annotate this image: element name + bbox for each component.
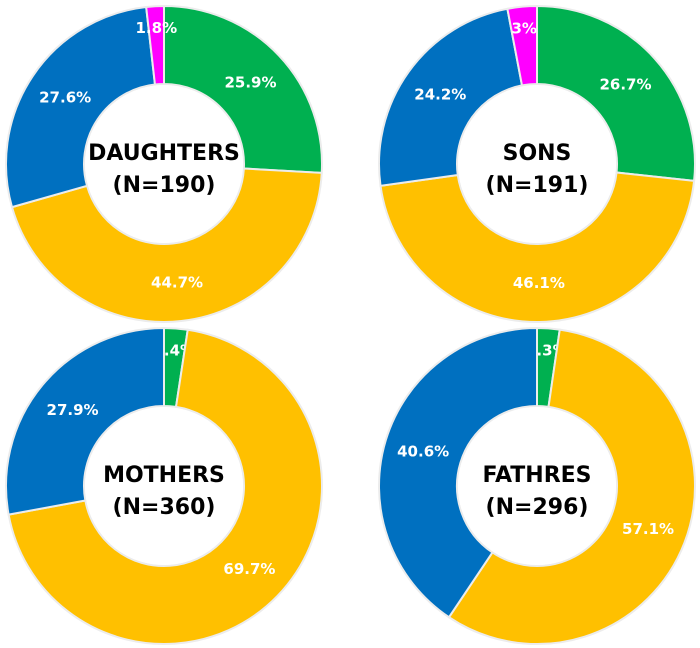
donut-hole: [85, 85, 243, 243]
donut-chart-daughters: 25.9% 44.7% 27.6% 1.8% DAUGHTERS (N=190): [5, 4, 323, 323]
slice-mothers-2: [5, 326, 165, 516]
data-label-sons-2: 24.2%: [414, 86, 466, 104]
donut-chart-mothers: 2.4%69.7%27.9%MOTHERS(N=360): [5, 326, 323, 645]
data-label-sons-3: 3%: [511, 20, 536, 38]
slice-sons-1: [379, 171, 696, 323]
center-title: DAUGHTERS: [88, 141, 240, 166]
data-label-sons-1: 46.1%: [513, 274, 565, 292]
data-label-mothers-1: 69.7%: [223, 560, 275, 578]
donut-hole: [458, 407, 616, 565]
data-label-fathres-1: 57.1%: [622, 520, 674, 538]
slice-mothers-1: [7, 328, 323, 645]
center-title: MOTHERS: [103, 463, 225, 488]
donut-chart-sons: 26.7% 46.1% 24.2% 3% SONS (N=191): [378, 4, 696, 323]
data-label-sons-0: 26.7%: [599, 75, 651, 93]
slice-daughters-2: [5, 5, 157, 209]
center-n-label: (N=191): [486, 173, 589, 198]
slice-fathres-1: [447, 328, 696, 645]
center-n-label: (N=296): [486, 495, 589, 520]
donut-chart-fathres: 2.3%57.1%40.6%FATHRES(N=296): [378, 326, 696, 645]
data-label-daughters-1: 44.7%: [151, 273, 203, 291]
data-label-daughters-3: 1.8%: [136, 19, 178, 37]
data-label-fathres-2: 40.6%: [397, 442, 449, 460]
center-title: SONS: [503, 141, 572, 166]
center-title: FATHRES: [482, 463, 591, 488]
slice-sons-0: [536, 4, 696, 182]
slice-fathres-2: [378, 326, 538, 619]
slice-daughters-3: [145, 4, 165, 86]
slice-daughters-1: [10, 167, 323, 323]
data-label-daughters-0: 25.9%: [224, 73, 276, 91]
data-label-mothers-2: 27.9%: [47, 401, 99, 419]
donut-hole: [85, 407, 243, 565]
center-n-label: (N=360): [113, 495, 216, 520]
center-n-label: (N=190): [113, 173, 216, 198]
slice-daughters-0: [163, 4, 323, 174]
donut-hole: [458, 85, 616, 243]
slice-sons-2: [378, 7, 524, 187]
data-label-daughters-2: 27.6%: [39, 89, 91, 107]
slice-sons-3: [506, 4, 538, 87]
